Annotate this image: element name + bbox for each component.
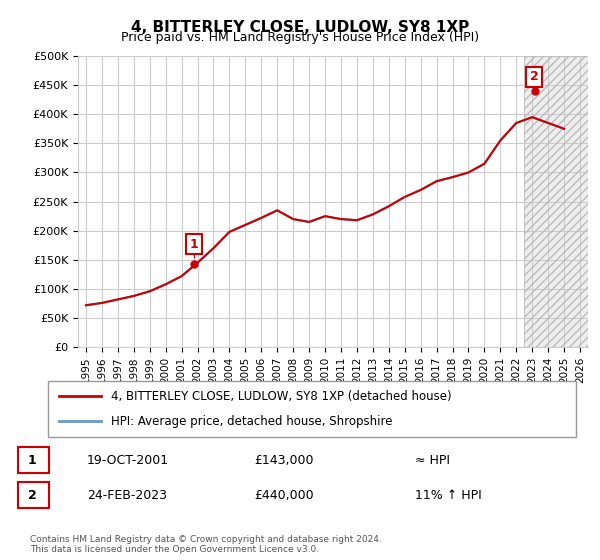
Bar bbox=[524, 56, 588, 347]
Text: ≈ HPI: ≈ HPI bbox=[415, 454, 450, 466]
Text: 1: 1 bbox=[28, 454, 37, 466]
Text: 11% ↑ HPI: 11% ↑ HPI bbox=[415, 489, 482, 502]
Text: 4, BITTERLEY CLOSE, LUDLOW, SY8 1XP: 4, BITTERLEY CLOSE, LUDLOW, SY8 1XP bbox=[131, 20, 469, 35]
FancyBboxPatch shape bbox=[48, 381, 576, 437]
Text: Price paid vs. HM Land Registry's House Price Index (HPI): Price paid vs. HM Land Registry's House … bbox=[121, 31, 479, 44]
Text: 2: 2 bbox=[28, 489, 37, 502]
Text: 24-FEB-2023: 24-FEB-2023 bbox=[87, 489, 167, 502]
FancyBboxPatch shape bbox=[18, 447, 49, 473]
Text: 4, BITTERLEY CLOSE, LUDLOW, SY8 1XP (detached house): 4, BITTERLEY CLOSE, LUDLOW, SY8 1XP (det… bbox=[112, 390, 452, 403]
Text: £143,000: £143,000 bbox=[254, 454, 313, 466]
FancyBboxPatch shape bbox=[18, 482, 49, 508]
Text: £440,000: £440,000 bbox=[254, 489, 314, 502]
Bar bbox=[524, 56, 588, 347]
Text: HPI: Average price, detached house, Shropshire: HPI: Average price, detached house, Shro… bbox=[112, 414, 393, 428]
Text: 1: 1 bbox=[190, 237, 199, 251]
Text: 19-OCT-2001: 19-OCT-2001 bbox=[87, 454, 169, 466]
Text: 2: 2 bbox=[530, 71, 539, 83]
Text: Contains HM Land Registry data © Crown copyright and database right 2024.
This d: Contains HM Land Registry data © Crown c… bbox=[30, 535, 382, 554]
